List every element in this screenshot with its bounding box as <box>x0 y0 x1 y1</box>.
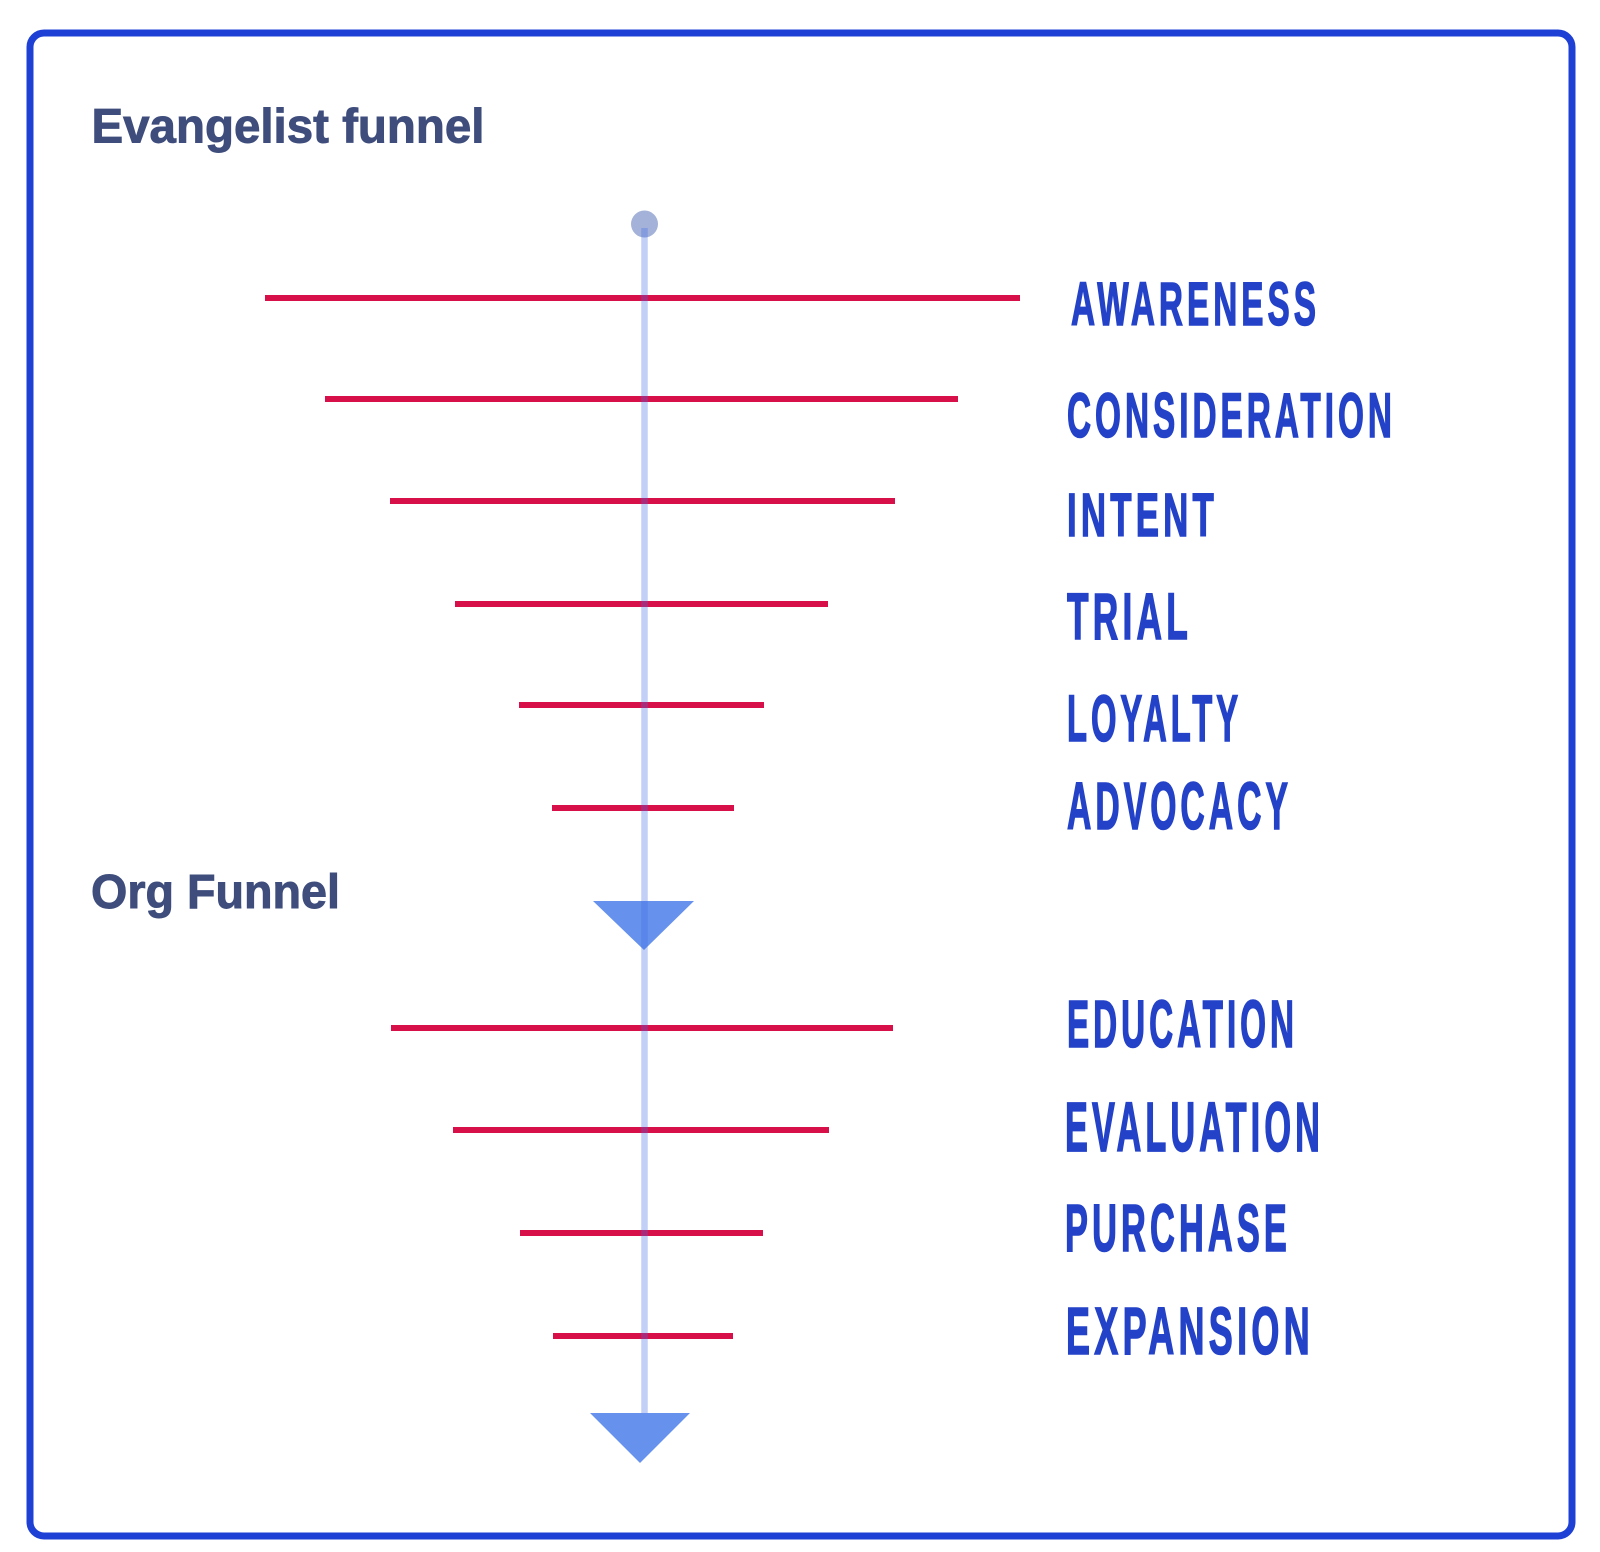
svg-text:CONSIDERATION: CONSIDERATION <box>1067 382 1396 452</box>
svg-text:Org Funnel: Org Funnel <box>91 866 340 919</box>
svg-text:EVALUATION: EVALUATION <box>1065 1088 1324 1166</box>
svg-text:LOYALTY: LOYALTY <box>1067 683 1242 756</box>
svg-text:INTENT: INTENT <box>1067 480 1218 549</box>
svg-text:Evangelist funnel: Evangelist funnel <box>92 101 485 154</box>
svg-text:ADVOCACY: ADVOCACY <box>1067 768 1292 844</box>
svg-text:TRIAL: TRIAL <box>1067 581 1192 654</box>
svg-text:AWARENESS: AWARENESS <box>1071 270 1320 338</box>
svg-text:PURCHASE: PURCHASE <box>1065 1190 1291 1266</box>
svg-text:EDUCATION: EDUCATION <box>1067 986 1298 1062</box>
svg-text:EXPANSION: EXPANSION <box>1066 1293 1314 1369</box>
